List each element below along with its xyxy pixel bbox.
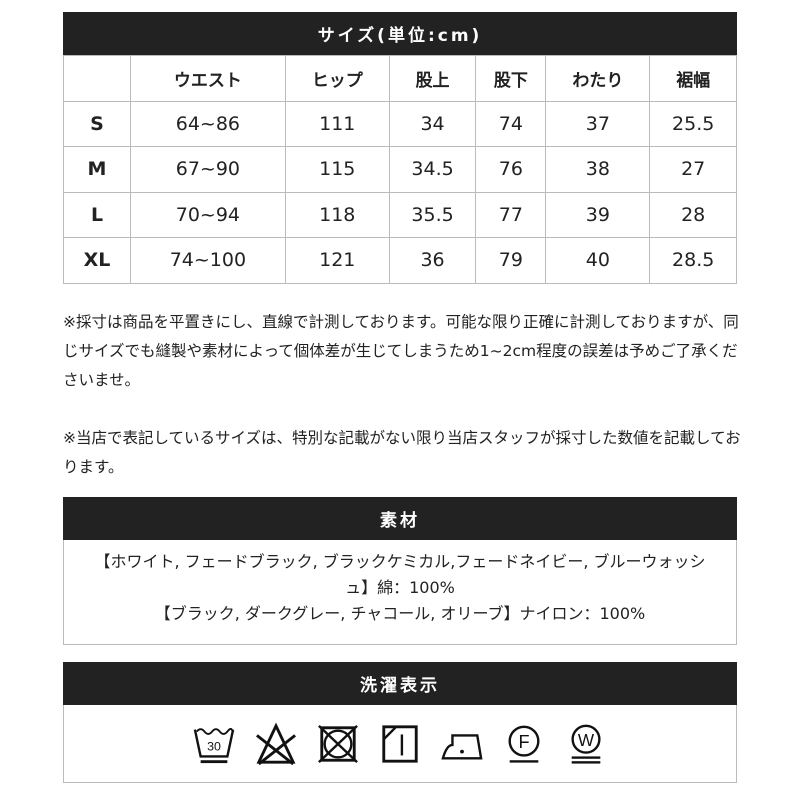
dry-clean-f-icon: F [508, 725, 540, 763]
no-bleach-icon [256, 722, 296, 765]
table-cell: 115 [284, 146, 390, 193]
table-cell: 36 [388, 237, 477, 284]
wet-clean-w-icon: W [571, 724, 601, 764]
size-table-title: サイズ(単位:cm) [63, 12, 737, 55]
note-measurement: ※採寸は商品を平置きにし、直線で計測しております。可能な限り正確に計測しておりま… [63, 313, 739, 389]
column-header: ヒップ [284, 55, 390, 102]
care-title: 洗濯表示 [63, 662, 737, 705]
table-cell: 77 [475, 191, 547, 238]
material-title: 素材 [63, 497, 737, 540]
size-label: S [63, 100, 131, 147]
notes: ※採寸は商品を平置きにし、直線で計測しております。可能な限り正確に計測しておりま… [63, 308, 743, 511]
material-line: 【ホワイト, フェードブラック, ブラックケミカル,フェードネイビー, ブルーウ… [94, 552, 706, 597]
table-cell: 28 [649, 191, 737, 238]
iron-low-icon [441, 733, 483, 760]
svg-text:F: F [518, 731, 529, 751]
table-row: XL 74~100 121 36 79 40 28.5 [63, 237, 737, 284]
table-row: M 67~90 115 34.5 76 38 27 [63, 146, 737, 193]
table-cell: 74 [475, 100, 547, 147]
size-label: XL [63, 237, 131, 284]
care-box: 30 F W [63, 705, 737, 783]
no-tumble-dry-icon [318, 724, 358, 763]
table-cell: 74~100 [130, 237, 286, 284]
size-label: L [63, 191, 131, 238]
column-header: わたり [545, 55, 651, 102]
svg-text:W: W [578, 729, 595, 749]
header-row: ウエスト ヒップ 股上 股下 わたり 裾幅 [63, 55, 737, 102]
table-cell: 34 [388, 100, 477, 147]
column-header [63, 55, 131, 102]
table-cell: 70~94 [130, 191, 286, 238]
wash-30-icon: 30 [193, 727, 235, 763]
note-staff: ※当店で表記しているサイズは、特別な記載がない限り当店スタッフが採寸した数値を記… [63, 429, 741, 476]
material-line: 【ブラック, ダークグレー, チャコール, オリーブ】ナイロン：100% [154, 604, 646, 623]
column-header: 股下 [475, 55, 547, 102]
table-cell: 25.5 [649, 100, 737, 147]
column-header: 股上 [388, 55, 477, 102]
material-box: 【ホワイト, フェードブラック, ブラックケミカル,フェードネイビー, ブルーウ… [63, 540, 737, 645]
column-header: ウエスト [130, 55, 286, 102]
table-cell: 111 [284, 100, 390, 147]
table-row: S 64~86 111 34 74 37 25.5 [63, 100, 737, 147]
svg-text:30: 30 [207, 739, 221, 753]
table-cell: 27 [649, 146, 737, 193]
table-cell: 28.5 [649, 237, 737, 284]
table-cell: 34.5 [388, 146, 477, 193]
table-cell: 79 [475, 237, 547, 284]
size-table: ウエスト ヒップ 股上 股下 わたり 裾幅 S 64~86 111 34 74 37 25.5 M 67~9… [63, 55, 737, 284]
table-cell: 64~86 [130, 100, 286, 147]
table-cell: 37 [545, 100, 651, 147]
table-cell: 40 [545, 237, 651, 284]
table-cell: 67~90 [130, 146, 286, 193]
table-cell: 121 [284, 237, 390, 284]
column-header: 裾幅 [649, 55, 737, 102]
table-cell: 38 [545, 146, 651, 193]
table-row: L 70~94 118 35.5 77 39 28 [63, 191, 737, 238]
size-label: M [63, 146, 131, 193]
table-cell: 39 [545, 191, 651, 238]
table-cell: 35.5 [388, 191, 477, 238]
table-cell: 76 [475, 146, 547, 193]
drip-dry-shade-icon [382, 724, 418, 763]
table-cell: 118 [284, 191, 390, 238]
